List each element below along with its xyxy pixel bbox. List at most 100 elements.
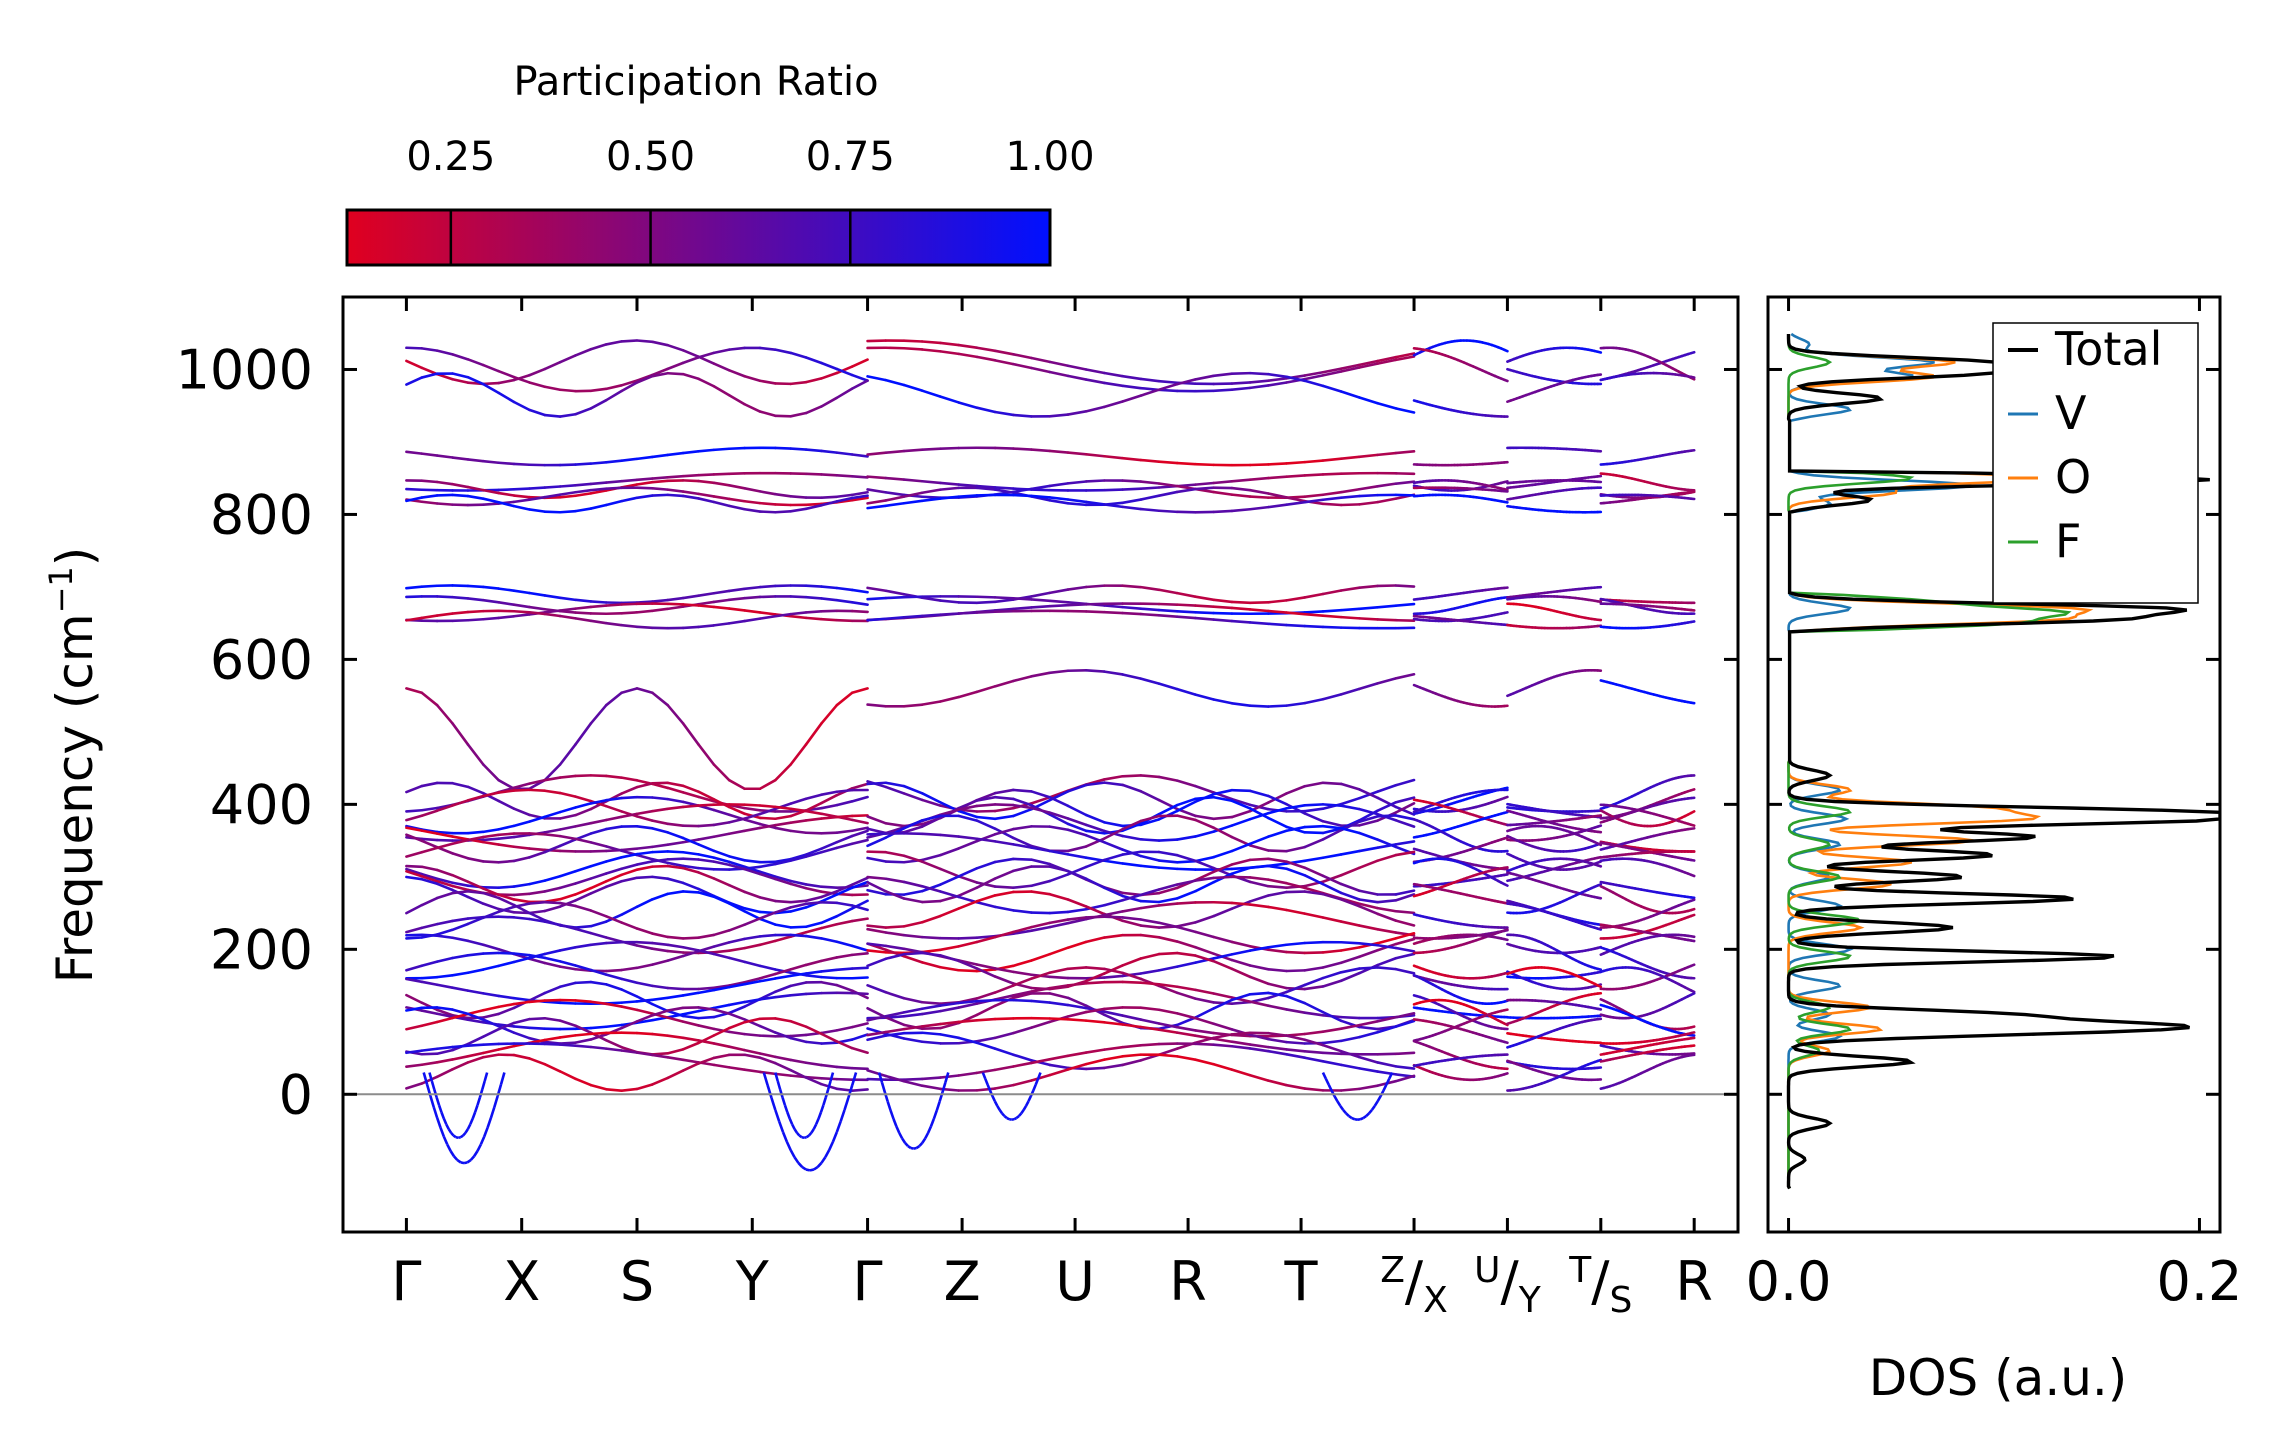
band-line-segment	[1267, 982, 1288, 990]
band-line-segment	[1066, 898, 1088, 908]
band-line-segment	[789, 1068, 808, 1079]
band-line-segment	[466, 494, 485, 500]
band-line-segment	[681, 1041, 700, 1051]
band-line-segment	[1339, 940, 1361, 945]
band-line-segment	[1321, 874, 1343, 886]
band-line-segment	[589, 343, 608, 351]
band-line-segment	[820, 1041, 839, 1045]
band-line-segment	[558, 463, 577, 467]
band-line-segment	[820, 890, 839, 899]
band-line-segment	[727, 393, 746, 406]
band-line-segment	[1157, 838, 1179, 842]
band-line-segment	[1321, 384, 1343, 393]
band-line-segment	[1103, 1013, 1124, 1025]
band-line-segment	[1394, 602, 1416, 607]
band-line-segment	[820, 396, 839, 408]
band-line-segment	[1030, 858, 1052, 866]
band-line-segment	[902, 1079, 924, 1088]
band-line-segment	[743, 960, 762, 968]
band-line-segment	[804, 377, 823, 384]
band-line-segment	[1121, 1059, 1143, 1067]
band-line-segment	[1230, 1000, 1252, 1005]
band-line-segment	[1011, 843, 1033, 849]
band-line-segment	[820, 617, 839, 622]
band-line-segment	[1321, 625, 1343, 629]
band-line-segment	[446, 1143, 452, 1152]
band-line-segment	[1248, 1043, 1270, 1049]
band-line-segment	[774, 906, 793, 914]
band-line-segment	[558, 354, 577, 364]
band-line-segment	[1103, 454, 1124, 460]
band-line-segment	[1103, 610, 1124, 615]
band-line-segment	[835, 967, 854, 972]
band-line-segment	[451, 372, 470, 379]
band-line-segment	[1030, 921, 1052, 929]
band-line-segment	[1339, 967, 1361, 974]
band-line-segment	[727, 1000, 746, 1007]
band-line-segment	[420, 500, 439, 505]
band-line-segment	[1358, 846, 1379, 853]
band-line-segment	[1394, 407, 1416, 414]
band-line-segment	[512, 996, 531, 1002]
band-line-segment	[466, 609, 485, 614]
band-line-segment	[1103, 840, 1124, 851]
band-line-segment	[820, 495, 839, 499]
band-line-segment	[804, 886, 823, 893]
band-line-segment	[774, 857, 793, 864]
band-line-segment	[1267, 884, 1288, 890]
band-line-segment	[1194, 595, 1215, 602]
band-line-segment	[812, 1123, 818, 1130]
band-line-segment	[1066, 822, 1088, 833]
band-line-segment	[1194, 1036, 1215, 1045]
band-line-segment	[589, 604, 608, 609]
band-line-segment	[993, 967, 1015, 974]
band-line-segment	[574, 802, 593, 809]
band-line-segment	[1267, 609, 1288, 614]
band-line-segment	[1394, 850, 1416, 857]
band-line-segment	[420, 1020, 439, 1028]
band-line-segment	[758, 933, 777, 938]
band-line-segment	[805, 1134, 810, 1139]
band-line-segment	[1194, 914, 1215, 924]
band-line-segment	[1303, 374, 1325, 381]
band-line-segment	[902, 448, 924, 453]
band-line-segment	[466, 939, 485, 947]
band-line-segment	[993, 607, 1015, 612]
band-line-segment	[902, 491, 924, 498]
band-line-segment	[635, 477, 654, 482]
band-line-segment	[697, 351, 716, 359]
band-line-segment	[1084, 669, 1106, 673]
band-line-segment	[712, 500, 731, 508]
band-line-segment	[635, 815, 654, 822]
band-line-segment	[1303, 498, 1325, 504]
band-line-segment	[481, 497, 500, 504]
band-line-segment	[589, 860, 608, 868]
band-line-segment	[1175, 378, 1197, 386]
band-line-segment	[1503, 937, 1509, 942]
band-line-segment	[920, 791, 942, 804]
band-line-segment	[789, 595, 808, 599]
band-line-segment	[712, 797, 731, 809]
band-line-segment	[866, 850, 888, 854]
band-line-segment	[743, 803, 762, 807]
band-line-segment	[1103, 859, 1124, 865]
band-line-segment	[804, 616, 823, 621]
band-line-segment	[835, 496, 854, 503]
band-line-segment	[1303, 1087, 1325, 1092]
band-line-segment	[789, 963, 808, 971]
band-line-segment	[774, 1061, 793, 1072]
band-line-segment	[902, 1007, 924, 1014]
band-line-segment	[449, 1150, 456, 1157]
band-line-segment	[1230, 486, 1252, 492]
band-line-segment	[788, 1118, 794, 1125]
band-line-segment	[804, 973, 823, 979]
band-line-segment	[1321, 367, 1343, 374]
band-line-segment	[774, 994, 793, 999]
colorbar-tick-label: 0.25	[406, 134, 495, 180]
band-line-segment	[866, 856, 888, 863]
band-line-segment	[804, 991, 823, 996]
band-line-segment	[1376, 497, 1398, 504]
band-line-segment	[1017, 1112, 1023, 1117]
band-line-segment	[743, 507, 762, 513]
band-line-segment	[975, 1068, 997, 1075]
